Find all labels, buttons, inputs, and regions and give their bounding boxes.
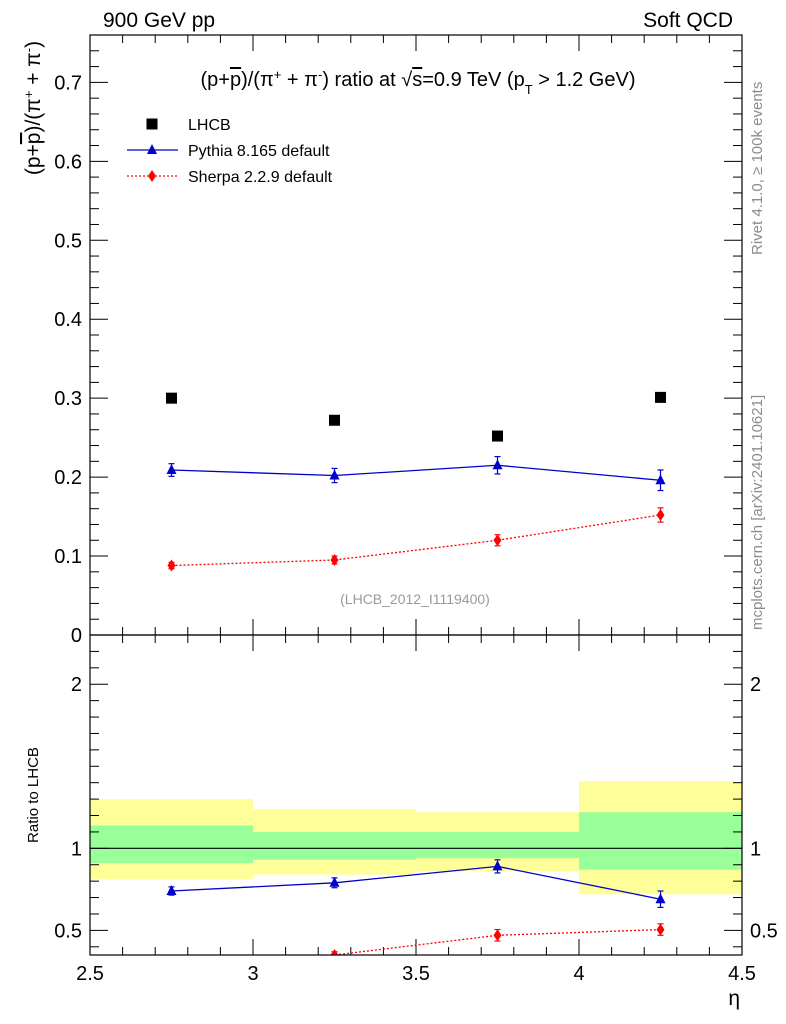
main-data-point (493, 534, 502, 547)
main-y-tick-label: 0.1 (54, 546, 82, 568)
x-tick-label: 3.5 (402, 963, 430, 985)
x-tick-label: 3 (247, 963, 258, 985)
inner-uncertainty-band (90, 825, 253, 864)
ratio-plot-frame (89, 634, 743, 956)
reference-analysis-label: (LHCB_2012_I1119400) (340, 591, 490, 607)
main-y-tick-label: 0.2 (54, 467, 82, 489)
ratio-y-tick-label: 2 (71, 674, 82, 696)
main-data-point (655, 391, 666, 403)
rivet-version-label: Rivet 4.1.0, ≥ 100k events (749, 82, 766, 255)
ratio-y-axis-label: Ratio to LHCB (25, 747, 42, 843)
legend-label: Sherpa 2.2.9 default (188, 169, 333, 186)
main-plot-panel: 0 0.1 0.2 0.3 0.4 0.5 0.6 0.7 (p+p)/(π+ + π-) r… (21, 34, 743, 647)
ratio-data-point (329, 876, 340, 887)
ratio-plot-panel: 2.5 3 3.5 4 4.5 0.5 0.5 1 1 2 2 Ratio to LHCB η (25, 634, 778, 1010)
legend-marker (146, 118, 158, 130)
ratio-y-tick-label-right: 2 (750, 674, 761, 696)
main-data-point (166, 392, 177, 404)
inner-uncertainty-band (416, 831, 579, 859)
main-series-line (171, 464, 661, 481)
inner-uncertainty-band (253, 831, 416, 860)
ratio-data-point (492, 860, 503, 871)
inner-uncertainty-band (579, 812, 742, 870)
ratio-data-series (166, 859, 666, 971)
ratio-data-point (166, 885, 177, 895)
main-series-2 (167, 507, 665, 572)
main-y-tick-label: 0.4 (54, 309, 82, 331)
legend: LHCB Pythia 8.165 default Sherpa 2.2.9 def… (127, 117, 333, 186)
main-data-point (655, 474, 666, 485)
main-data-point (492, 430, 503, 442)
main-y-tick-label: 0.5 (54, 230, 82, 252)
legend-marker (147, 144, 157, 154)
legend-label: LHCB (188, 117, 231, 134)
ratio-y-tick-label: 1 (71, 838, 82, 860)
main-data-point (329, 414, 340, 426)
x-tick-label: 4.5 (728, 963, 756, 985)
ratio-series-line (171, 865, 661, 900)
main-plot-title: (p+p)/(π+ + π-) ratio at √s=0.9 TeV (pT … (201, 67, 636, 97)
main-series-line (171, 514, 661, 567)
legend-entry: Sherpa 2.2.9 default (127, 169, 333, 186)
ratio-data-point (168, 959, 176, 971)
main-axis-ticks: 0 0.1 0.2 0.3 0.4 0.5 0.6 0.7 (54, 35, 743, 647)
ratio-axis-ticks: 2.5 3 3.5 4 4.5 0.5 0.5 1 1 2 2 (54, 635, 778, 985)
x-tick-label: 4 (573, 963, 584, 985)
ratio-uncertainty-bands (90, 781, 742, 895)
ratio-y-tick-label-right: 0.5 (750, 920, 778, 942)
main-series-1 (166, 455, 666, 492)
main-data-point (167, 559, 176, 572)
mcplots-reference-label: mcplots.cern.ch [arXiv:2401.10621] (749, 395, 766, 630)
main-data-point (166, 464, 177, 474)
main-y-tick-label: 0.6 (54, 151, 82, 173)
main-data-series (166, 391, 666, 572)
main-y-tick-label: 0.3 (54, 388, 82, 410)
main-y-tick-label: 0 (71, 625, 82, 647)
legend-marker (148, 170, 156, 182)
ratio-series-0 (166, 859, 666, 909)
ratio-y-tick-label-right: 1 (750, 838, 761, 860)
x-tick-label: 2.5 (76, 963, 104, 985)
ratio-y-tick-label: 0.5 (54, 920, 82, 942)
legend-label: Pythia 8.165 default (188, 143, 330, 160)
legend-entry: LHCB (146, 117, 231, 134)
ratio-series-line (323, 928, 661, 955)
main-data-point (656, 509, 665, 521)
main-data-point (329, 469, 340, 480)
legend-entry: Pythia 8.165 default (127, 143, 330, 160)
main-y-axis-label: (p+p)/(π+ + π-) (21, 41, 46, 175)
main-data-point (330, 554, 339, 566)
ratio-data-point (656, 923, 665, 936)
ratio-data-point (655, 893, 666, 904)
x-axis-label: η (728, 987, 740, 1010)
main-data-point (492, 459, 503, 470)
ratio-data-point (493, 929, 502, 942)
ratio-data-point (330, 949, 339, 955)
main-y-tick-label: 0.7 (54, 72, 82, 94)
header-left-label: 900 GeV pp (103, 9, 215, 32)
header-right-label: Soft QCD (643, 9, 733, 32)
main-series-0 (166, 391, 666, 442)
ratio-series-1 (168, 923, 665, 971)
